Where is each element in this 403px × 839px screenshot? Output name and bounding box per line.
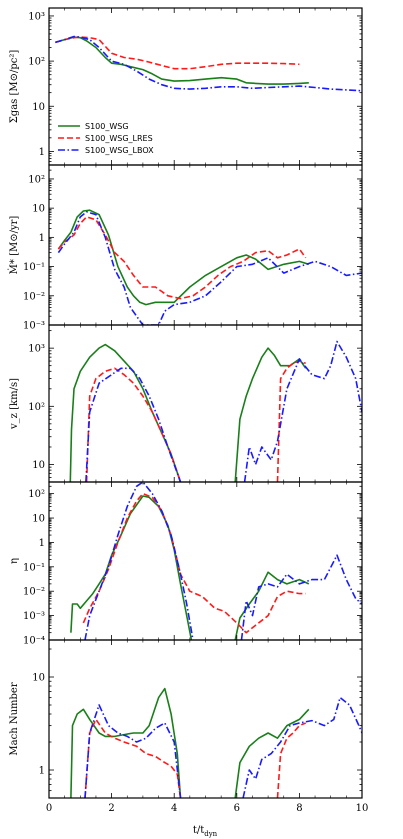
y-tick-label: 1 (39, 233, 45, 244)
x-tick-label: 6 (234, 803, 240, 814)
panel-frame (48, 481, 363, 641)
panel-4: 10⁻⁴ 10⁻³ 10⁻² 10⁻¹ 1 10 10² η (9, 481, 363, 647)
series-line-s100-wsg-lbox (84, 704, 182, 798)
x-tick-label: 0 (46, 803, 52, 814)
y-axis-title: Σgas [M⊙/pc²] (9, 50, 20, 124)
series-line-s100-wsg-lbox (55, 35, 362, 92)
y-tick-label: 10 (32, 102, 45, 113)
y-tick-label: 10⁻³ (23, 321, 45, 332)
y-tick-label: 10⁻² (23, 587, 45, 598)
series-line-s100-wsg-lres (85, 367, 182, 482)
y-tick-label: 10³ (28, 11, 45, 22)
series-line-s100-wsg (57, 209, 310, 306)
y-axis-title: Mach Number (9, 682, 20, 755)
y-tick-label: 1 (39, 147, 45, 158)
y-axis-title: Ṁ* [M⊙/yr] (8, 216, 20, 275)
series-line-s100-wsg-lres (276, 360, 306, 482)
series-line-s100-wsg (234, 708, 310, 798)
y-axis-title: v_z [km/s] (9, 378, 20, 430)
series-line-s100-wsg (70, 495, 193, 640)
series-line-s100-wsg-lbox (243, 340, 362, 482)
panel-5: 1 10 Mach Number (9, 639, 363, 799)
panel-frame (48, 324, 363, 483)
series-line-s100-wsg-lres (84, 718, 182, 798)
series-line-s100-wsg (234, 347, 307, 482)
series-line-s100-wsg-lres (55, 36, 300, 70)
panel-1: 1 10 10² 10³ Σgas [M⊙/pc²] (9, 7, 363, 166)
series-line-s100-wsg-lbox (57, 211, 362, 325)
series-line-s100-wsg (55, 36, 309, 85)
x-tick-label: 8 (296, 803, 302, 814)
x-tick-label: 2 (108, 803, 114, 814)
y-tick-label: 10 (32, 460, 45, 471)
x-axis-title-sub: dyn (204, 830, 217, 838)
x-tick-label: 10 (356, 803, 369, 814)
series-line-s100-wsg-lres (82, 492, 306, 634)
x-tick-label: 4 (171, 803, 177, 814)
y-tick-label: 1 (39, 538, 45, 549)
x-axis-title: t/tdyn (193, 825, 218, 838)
y-tick-label: 10² (28, 174, 45, 185)
y-tick-label: 10⁻¹ (23, 262, 45, 273)
legend-label: S100_WSG_LBOX (85, 146, 154, 155)
y-tick-label: 10⁻¹ (23, 562, 45, 573)
panel-3: 10 10² 10³ v_z [km/s] (9, 324, 363, 483)
series-line-s100-wsg-lres (57, 216, 307, 300)
panel-frame (48, 639, 363, 799)
y-tick-label: 10⁻² (23, 291, 45, 302)
panel-frame (48, 164, 363, 326)
y-axis-title: η (9, 558, 20, 564)
legend: S100_WSG S100_WSG_LRES S100_WSG_LBOX (58, 122, 154, 155)
y-tick-label: 10⁻⁴ (23, 636, 45, 647)
y-tick-label: 10 (32, 673, 45, 684)
y-tick-label: 10 (32, 204, 45, 215)
series-line-s100-wsg-lbox (84, 482, 194, 640)
panel-2: 10⁻³ 10⁻² 10⁻¹ 1 10 10² Ṁ* [M⊙/yr] (8, 164, 363, 332)
y-tick-label: 10² (28, 57, 45, 68)
y-tick-label: 10 (32, 514, 45, 525)
y-tick-label: 10³ (28, 344, 45, 355)
legend-label: S100_WSG (85, 122, 129, 131)
y-tick-label: 1 (39, 766, 45, 777)
series-line-s100-wsg-lbox (240, 554, 362, 640)
y-tick-label: 10² (28, 402, 45, 413)
series-line-s100-wsg-lbox (85, 367, 182, 482)
series-line-s100-wsg-lbox (242, 696, 362, 798)
x-axis-title-main: t/t (193, 825, 204, 836)
series-line-s100-wsg-lres (276, 722, 307, 798)
y-tick-label: 10² (28, 489, 45, 500)
legend-label: S100_WSG_LRES (85, 134, 153, 143)
y-tick-label: 10⁻³ (23, 611, 45, 622)
